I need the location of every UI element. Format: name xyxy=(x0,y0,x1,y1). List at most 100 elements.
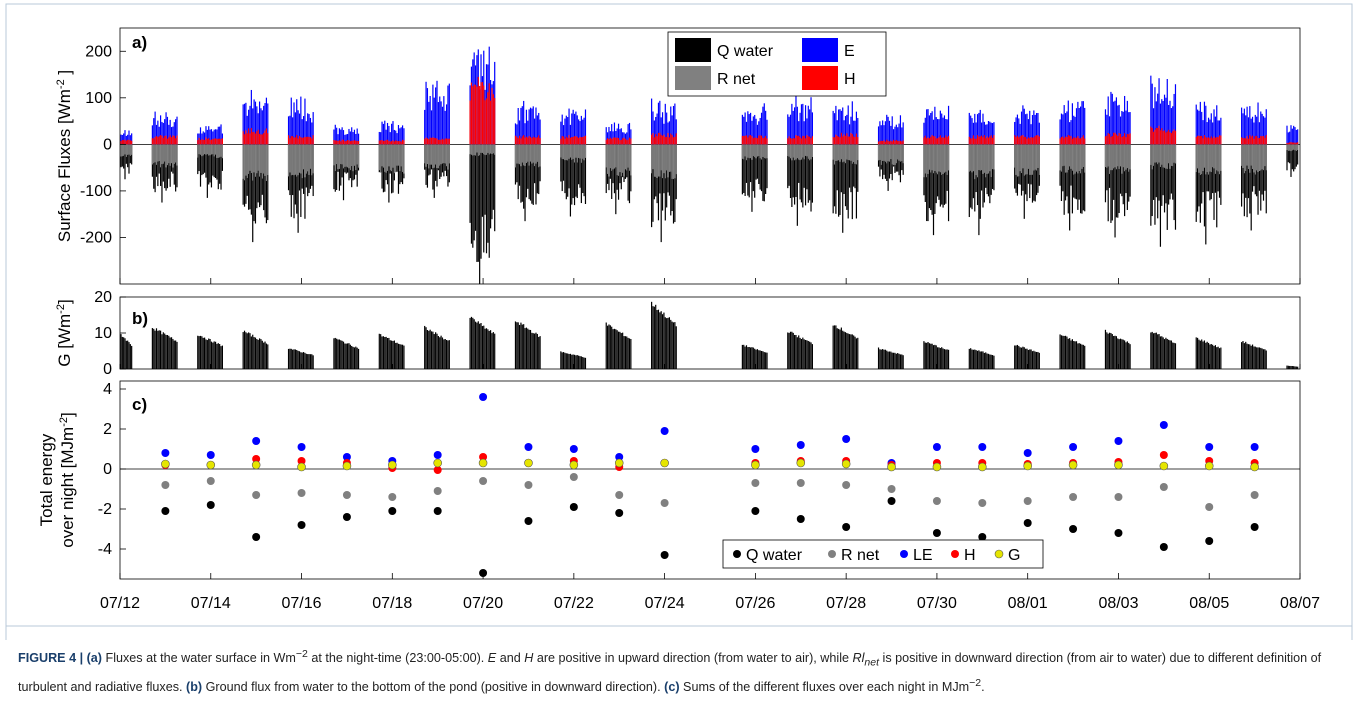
g-point xyxy=(297,462,306,472)
caption-a-label: (a) xyxy=(86,651,103,666)
h-point xyxy=(252,455,261,463)
g-point xyxy=(342,461,352,471)
caption-and: and xyxy=(496,651,525,666)
night-bars-08/03 xyxy=(1104,91,1131,238)
panel-b-ytick-label: 0 xyxy=(103,361,112,378)
g-night-bars-08/07 xyxy=(1286,365,1299,369)
panel-a-label: a) xyxy=(132,33,147,52)
q-water-point xyxy=(1250,523,1259,531)
caption-c-text1: Sums of the different fluxes over each n… xyxy=(679,679,970,694)
le-point xyxy=(342,453,351,461)
g-night-bars-07/27 xyxy=(787,331,814,369)
panel-a-ytick-label: 200 xyxy=(85,43,112,60)
panel-a-ytick-label: 100 xyxy=(85,90,112,107)
night-bars-07/30 xyxy=(923,105,950,236)
panel-a-ytick-label: -100 xyxy=(80,183,112,200)
r-net-point xyxy=(524,481,533,489)
q-water-point xyxy=(660,551,669,559)
legend-e-swatch xyxy=(802,38,838,62)
q-water-point xyxy=(388,507,397,515)
g-night-bars-07/14 xyxy=(197,335,224,369)
q-water-point xyxy=(297,521,306,529)
g-night-bars-07/12 xyxy=(120,334,133,369)
x-tick-label: 08/07 xyxy=(1280,595,1320,612)
night-bars-08/04 xyxy=(1150,75,1177,247)
g-night-bars-08/03 xyxy=(1104,329,1131,369)
panel-a-ytick-label: -200 xyxy=(80,229,112,246)
x-tick-label: 08/03 xyxy=(1098,595,1138,612)
caption-b-text: Ground flux from water to the bottom of … xyxy=(202,679,665,694)
legend-q-water-swatch xyxy=(675,38,711,62)
q-water-point xyxy=(1114,529,1123,537)
caption-rl-var: Rlnet xyxy=(852,651,880,669)
g-night-bars-07/22 xyxy=(560,351,587,369)
x-axis: 07/12 07/14 07/16 07/18 07/20 07/22 07/24 07/26… xyxy=(100,278,1320,612)
le-point xyxy=(1159,421,1168,429)
le-point xyxy=(978,443,987,451)
panel-c-legend: Q water R net LE H G xyxy=(722,539,1044,569)
le-point xyxy=(524,443,533,451)
g-night-bars-07/24 xyxy=(651,301,677,369)
g-point xyxy=(887,462,896,472)
panel-c-ytick-label: 4 xyxy=(103,381,112,398)
le-point xyxy=(1205,443,1214,451)
night-bars-07/28 xyxy=(832,101,859,233)
q-water-point xyxy=(615,509,624,517)
g-point xyxy=(1250,462,1259,472)
q-water-point xyxy=(569,503,578,511)
caption-c-label: (c) xyxy=(664,679,680,694)
g-night-bars-07/31 xyxy=(968,348,995,369)
night-bars-07/16 xyxy=(287,96,314,233)
g-point xyxy=(932,462,942,472)
caption-c-sup: −2 xyxy=(969,676,982,689)
g-night-bars-07/17 xyxy=(333,337,360,369)
panel-c-ytick-label: -2 xyxy=(98,501,112,518)
caption-a-text4: is positive in downward direction (from … xyxy=(18,651,1322,694)
r-net-point xyxy=(842,481,851,489)
g-point xyxy=(796,458,806,468)
night-bars-07/29 xyxy=(877,114,904,191)
x-tick-label: 08/01 xyxy=(1008,595,1048,612)
g-night-bars-08/05 xyxy=(1195,337,1222,369)
h-point xyxy=(297,457,306,465)
le-point xyxy=(660,427,669,435)
r-net-point xyxy=(660,499,669,507)
q-water-point xyxy=(433,507,442,515)
x-tick-label: 07/28 xyxy=(826,595,866,612)
g-point xyxy=(478,458,488,468)
h-point xyxy=(433,466,442,474)
legend-c-r-net-marker xyxy=(828,550,836,558)
r-net-point xyxy=(932,497,941,505)
g-point xyxy=(161,459,170,469)
g-point xyxy=(433,458,442,468)
g-night-bars-08/02 xyxy=(1059,334,1086,369)
panel-b: 0 10 20 b) G [Wm-2] xyxy=(55,289,1301,378)
panel-c-label: c) xyxy=(132,395,147,414)
g-point xyxy=(1023,461,1032,471)
night-bars-07/14 xyxy=(197,124,224,198)
legend-e: E xyxy=(844,43,855,60)
le-point xyxy=(751,445,760,453)
g-point xyxy=(1114,460,1123,470)
q-water-point xyxy=(524,517,533,525)
caption-c-text2: . xyxy=(981,679,985,694)
panel-c: -4 -2 0 2 4 c) Total energy over night [MJm-… xyxy=(37,380,1301,580)
g-night-bars-07/19 xyxy=(424,325,450,369)
x-tick-label: 07/22 xyxy=(554,595,594,612)
r-net-point xyxy=(1114,493,1123,501)
legend-c-le-marker xyxy=(900,550,908,558)
g-night-bars-07/18 xyxy=(378,333,405,369)
panel-b-ytick-label: 10 xyxy=(94,325,112,342)
night-bars-07/31 xyxy=(968,109,995,236)
g-point xyxy=(614,458,624,468)
caption-h-var: H xyxy=(524,651,534,666)
g-night-bars-08/06 xyxy=(1241,340,1267,369)
panel-a-ylabel: Surface Fluxes [Wm-2 ] xyxy=(55,70,74,242)
panel-b-ylabel: G [Wm-2] xyxy=(55,299,74,366)
q-water-point xyxy=(161,507,170,515)
h-point xyxy=(1159,451,1168,459)
legend-c-le: LE xyxy=(913,547,933,564)
night-bars-07/22 xyxy=(560,108,587,217)
r-net-point xyxy=(479,477,488,485)
x-tick-label: 07/30 xyxy=(917,595,957,612)
